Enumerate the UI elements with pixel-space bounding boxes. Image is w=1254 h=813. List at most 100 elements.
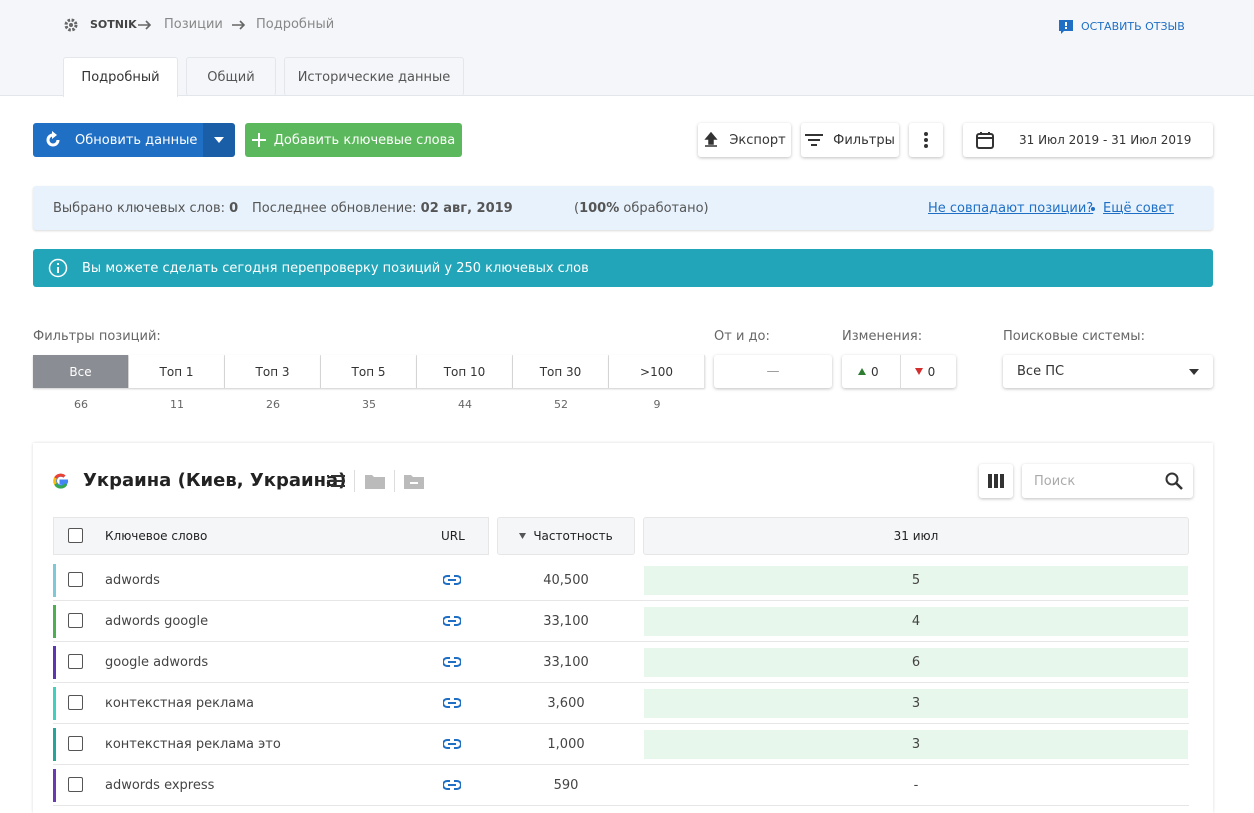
tip-link[interactable]: Ещё совет (1103, 201, 1174, 216)
breadcrumb[interactable]: Позиции (164, 17, 223, 32)
breadcrumb[interactable]: SOTNIK (90, 18, 137, 31)
checkbox[interactable] (68, 528, 83, 543)
up-icon (858, 368, 866, 375)
label: Топ 10 (443, 364, 486, 379)
table-title: Украина (Киев, Украина) (83, 470, 347, 491)
frequency: 1,000 (547, 737, 585, 752)
url-icon[interactable] (443, 574, 461, 586)
position: 3 (644, 689, 1188, 718)
frequency: 40,500 (543, 573, 589, 588)
range-label: От и до: (714, 329, 770, 344)
folder-icon[interactable] (365, 473, 385, 489)
filter-count: 52 (554, 398, 568, 411)
help-link[interactable]: Не совпадают позиции? (928, 201, 1094, 216)
upload-icon (704, 132, 718, 147)
tab[interactable]: Общий (186, 57, 276, 96)
url-icon[interactable] (443, 779, 461, 791)
url-icon[interactable] (443, 697, 461, 709)
label: >100 (640, 364, 673, 379)
row-color (53, 728, 56, 761)
filter-label: Фильтры позиций: (33, 329, 161, 344)
filter-button[interactable]: Топ 5 (321, 355, 417, 388)
notice-bar (33, 249, 1213, 287)
checkbox[interactable] (68, 572, 83, 587)
url-icon[interactable] (443, 615, 461, 627)
export-button[interactable]: Экспорт (698, 123, 791, 157)
google-icon (53, 473, 69, 489)
keyword: контекстная реклама это (105, 737, 281, 752)
breadcrumb: Подробный (256, 17, 335, 32)
row (53, 683, 1189, 724)
processed: (100% обработано) (574, 201, 709, 216)
label: Экспорт (729, 132, 786, 148)
refresh-icon (46, 131, 60, 147)
label: Топ 1 (159, 364, 194, 379)
filter-button[interactable]: Топ 30 (513, 355, 609, 388)
date-range[interactable]: 31 Июл 2019 - 31 Июл 2019 (963, 123, 1213, 157)
checkbox[interactable] (68, 777, 83, 792)
header-cell (53, 517, 489, 555)
header (0, 0, 1254, 96)
checkbox[interactable] (68, 654, 83, 669)
tab[interactable]: Исторические данные (284, 57, 464, 96)
more-button[interactable] (909, 123, 943, 157)
feedback-link[interactable]: ОСТАВИТЬ ОТЗЫВ (1081, 20, 1185, 33)
row-color (53, 687, 56, 720)
label: Топ 5 (351, 364, 386, 379)
filter-button[interactable]: Топ 1 (129, 355, 225, 388)
refresh-dropdown[interactable] (203, 123, 235, 157)
label: 31 июл (893, 529, 939, 543)
caret (214, 137, 224, 143)
label: Топ 3 (255, 364, 290, 379)
folder-link-icon[interactable] (404, 473, 424, 489)
row (53, 560, 1189, 601)
keyword: adwords express (105, 778, 215, 793)
checkbox[interactable] (68, 736, 83, 751)
up: 0 (871, 364, 879, 379)
filter-count: 66 (74, 398, 88, 411)
filter-button[interactable]: Топ 10 (417, 355, 513, 388)
filters-button[interactable]: Фильтры (801, 123, 899, 157)
notice-text: Вы можете сделать сегодня перепроверку п… (82, 261, 589, 276)
arrow (232, 20, 246, 30)
add-keywords-button[interactable]: Добавить ключевые слова (245, 123, 462, 157)
filter-icon (805, 134, 824, 146)
columns-button[interactable] (979, 464, 1013, 498)
position: 3 (644, 730, 1188, 759)
label: Обновить данные (75, 132, 198, 148)
feedback-icon (1059, 20, 1073, 34)
refresh-button[interactable]: Обновить данные (33, 123, 203, 157)
changes-filter[interactable]: 0 0 (842, 355, 956, 388)
checkbox[interactable] (68, 613, 83, 628)
changes-label: Изменения: (842, 329, 923, 344)
sep: — (766, 364, 780, 379)
search-input[interactable]: Поиск (1022, 464, 1193, 498)
row (53, 724, 1189, 765)
row (53, 642, 1189, 683)
keyword: adwords google (105, 614, 209, 629)
value: 6 (911, 655, 921, 670)
range-input[interactable]: — (714, 355, 832, 388)
row-color (53, 769, 56, 802)
frequency: 3,600 (547, 696, 585, 711)
engines-label: Поисковые системы: (1003, 329, 1145, 344)
engine-select[interactable]: Все ПС (1003, 355, 1213, 388)
frequency: 33,100 (543, 655, 589, 670)
url-icon[interactable] (443, 738, 461, 750)
row-color (53, 646, 56, 679)
filter-button[interactable]: Топ 3 (225, 355, 321, 388)
plus-icon (251, 133, 266, 147)
label: Частотность (533, 529, 613, 543)
position: 5 (644, 566, 1188, 595)
sort-icon (519, 533, 527, 539)
filter-button[interactable]: Все (33, 355, 129, 388)
list-icon (327, 475, 345, 487)
filter-button[interactable]: >100 (609, 355, 705, 388)
url-icon[interactable] (443, 656, 461, 668)
checkbox[interactable] (68, 695, 83, 710)
column-header[interactable]: Частотность (497, 517, 635, 555)
label: Фильтры (833, 132, 895, 148)
row-color (53, 564, 56, 597)
tab-active[interactable]: Подробный (63, 57, 178, 97)
